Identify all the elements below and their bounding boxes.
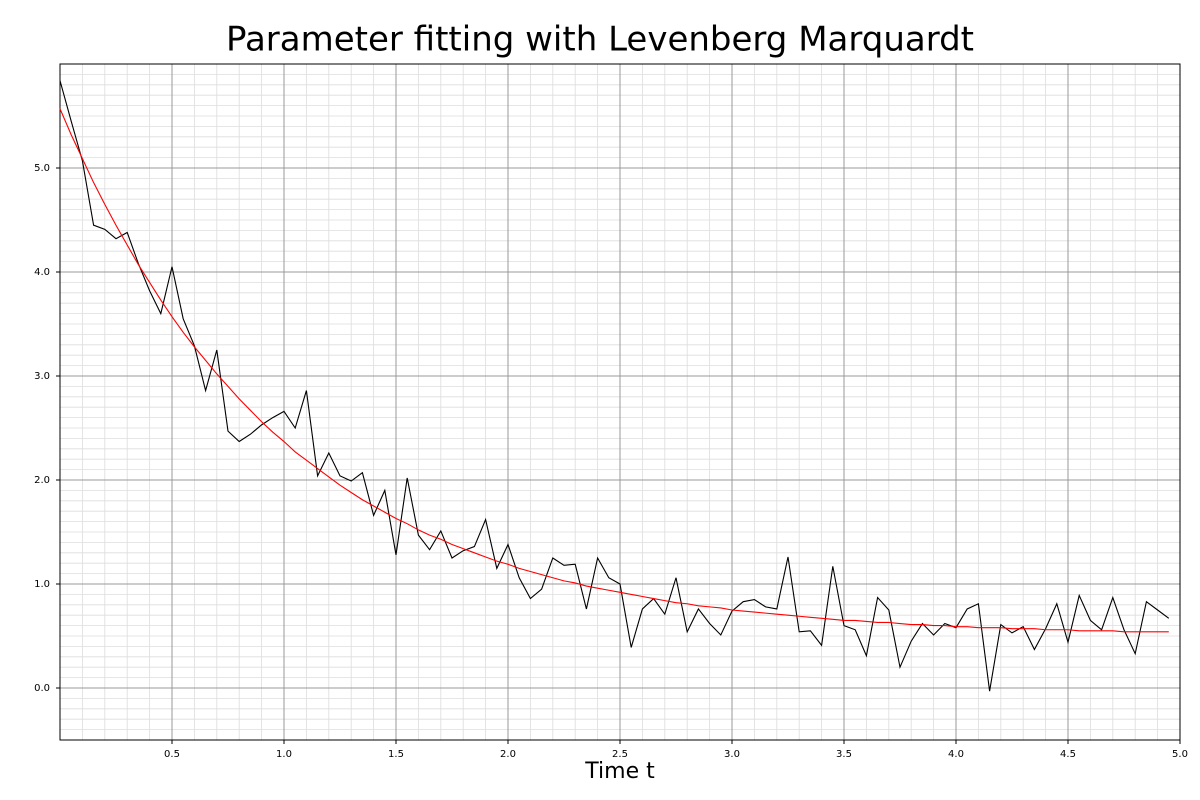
data-line [59,80,1170,692]
data-line [59,108,1169,633]
x-tick-label: 3.5 [836,749,852,760]
x-tick-label: 0.5 [164,749,180,760]
y-tick-label: 1.0 [34,579,50,590]
x-axis-label: Time t [584,759,655,784]
x-tick-label: 1.5 [388,749,404,760]
x-tick-label: 5.0 [1172,749,1188,760]
x-tick-label: 2.0 [500,749,516,760]
x-tick-label: 2.5 [612,749,628,760]
y-tick-label: 3.0 [34,371,50,382]
x-tick-label: 1.0 [276,749,292,760]
x-tick-label: 3.0 [724,749,740,760]
chart-title: Parameter fitting with Levenberg Marquar… [226,20,974,60]
y-tick-label: 2.0 [34,475,50,486]
x-tick-label: 4.0 [948,749,964,760]
y-tick-label: 5.0 [34,163,50,174]
y-tick-label: 4.0 [34,267,50,278]
plot-frame [59,63,1181,741]
y-tick-label: 0.0 [34,683,50,694]
x-tick-label: 4.5 [1060,749,1076,760]
